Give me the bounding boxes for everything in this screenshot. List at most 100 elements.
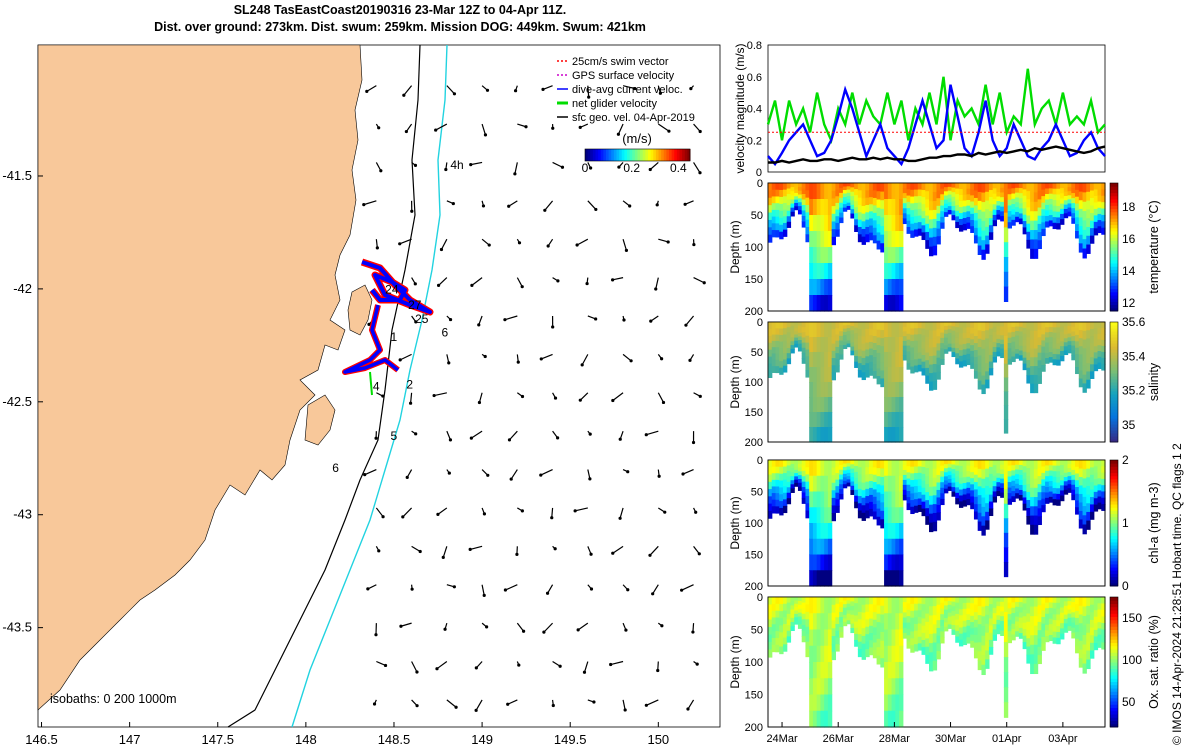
section-cell xyxy=(839,479,844,485)
section-cell xyxy=(816,263,822,280)
section-cell xyxy=(824,662,829,679)
section-cell xyxy=(1067,464,1072,469)
section-cell xyxy=(1063,330,1069,335)
section-cell xyxy=(884,475,889,493)
section-cell xyxy=(768,212,773,221)
section-cell xyxy=(958,333,964,340)
section-cell xyxy=(1011,356,1016,363)
section-cell xyxy=(839,183,844,189)
section-cell xyxy=(1101,597,1106,605)
section-cell xyxy=(801,188,807,195)
section-cell xyxy=(839,345,844,351)
section-cell xyxy=(996,629,1001,635)
section-cell xyxy=(992,220,998,227)
section-cell xyxy=(801,636,807,643)
section-cell xyxy=(872,511,878,520)
section-cell xyxy=(1003,242,1009,258)
section-cell xyxy=(827,397,833,413)
section-cell xyxy=(790,199,795,205)
section-colorbar-cell xyxy=(1110,205,1118,210)
section-cell xyxy=(768,649,773,658)
section-cell xyxy=(827,491,833,508)
section-cell xyxy=(846,472,851,477)
section-cell xyxy=(962,614,968,622)
section-cell xyxy=(1060,188,1065,194)
section-cell xyxy=(973,511,979,520)
section-cell xyxy=(876,613,881,623)
section-cell xyxy=(1011,597,1016,603)
section-cell xyxy=(831,604,836,614)
section-colorbar-cell xyxy=(1110,269,1118,274)
section-cell xyxy=(850,330,855,335)
section-cell xyxy=(1082,515,1087,526)
section-cell xyxy=(768,356,773,365)
section-cell xyxy=(816,279,822,296)
section-cell xyxy=(1030,487,1035,498)
section-cell xyxy=(1071,612,1076,619)
section-cell xyxy=(842,345,848,349)
section-cell xyxy=(940,619,945,627)
section-cell xyxy=(854,339,859,346)
section-cell xyxy=(1056,343,1061,350)
section-cell xyxy=(1015,474,1020,480)
section-cell xyxy=(786,498,792,505)
section-cell xyxy=(1075,624,1080,633)
section-cell xyxy=(805,349,810,357)
section-cell xyxy=(1037,621,1042,631)
section-cell xyxy=(1041,365,1046,372)
section-cell xyxy=(925,337,930,346)
section-cell xyxy=(801,221,807,228)
section-cell xyxy=(1037,613,1042,623)
section-cell xyxy=(1056,205,1061,213)
section-cell xyxy=(782,353,788,361)
section-cell xyxy=(1063,326,1069,331)
section-cell xyxy=(947,343,953,348)
section-cell xyxy=(869,368,874,376)
section-cell xyxy=(816,662,822,679)
section-cell xyxy=(1101,485,1106,493)
section-cell xyxy=(839,331,844,337)
legend-label: 25cm/s swim vector xyxy=(572,56,669,68)
section-cell xyxy=(1067,329,1072,335)
section-colorbar-cell xyxy=(1110,606,1118,611)
section-cell xyxy=(1011,219,1016,226)
section-cell xyxy=(955,481,960,488)
section-cell xyxy=(1022,503,1027,511)
section-cell xyxy=(794,463,799,468)
section-colorbar-tick: 16 xyxy=(1122,232,1136,246)
section-cell xyxy=(872,336,878,344)
section-cell xyxy=(801,487,807,494)
section-cell xyxy=(906,616,911,624)
section-cell xyxy=(1071,494,1076,501)
section-cell xyxy=(805,212,810,221)
section-cell xyxy=(1030,183,1035,194)
section-cell xyxy=(1030,524,1035,535)
section-cell xyxy=(1056,465,1061,472)
section-cell xyxy=(902,479,908,486)
section-cell xyxy=(992,486,998,493)
section-cell xyxy=(1075,328,1080,336)
section-cell xyxy=(962,632,968,640)
section-cell xyxy=(876,622,881,632)
section-cell xyxy=(1093,221,1099,229)
section-cell xyxy=(1086,511,1091,522)
section-cell xyxy=(996,486,1001,492)
geo-velocity-vector-head xyxy=(513,89,518,93)
section-cell xyxy=(884,491,889,508)
section-cell xyxy=(865,197,870,206)
section-cell xyxy=(910,460,915,468)
geo-velocity-vector xyxy=(693,162,701,174)
section-cell xyxy=(958,477,964,485)
geo-velocity-vector-head xyxy=(588,477,592,481)
map-colorbar-tick: 0 xyxy=(582,161,589,175)
section-cell xyxy=(854,460,859,467)
section-cell xyxy=(962,494,968,501)
geo-velocity-vector-head xyxy=(611,398,615,403)
section-cell xyxy=(884,613,889,631)
section-cell xyxy=(1033,330,1039,341)
section-cell xyxy=(1015,211,1020,218)
section-cell xyxy=(1018,331,1024,337)
section-cell xyxy=(805,342,810,351)
section-cell xyxy=(872,604,878,613)
section-cell xyxy=(824,629,829,647)
